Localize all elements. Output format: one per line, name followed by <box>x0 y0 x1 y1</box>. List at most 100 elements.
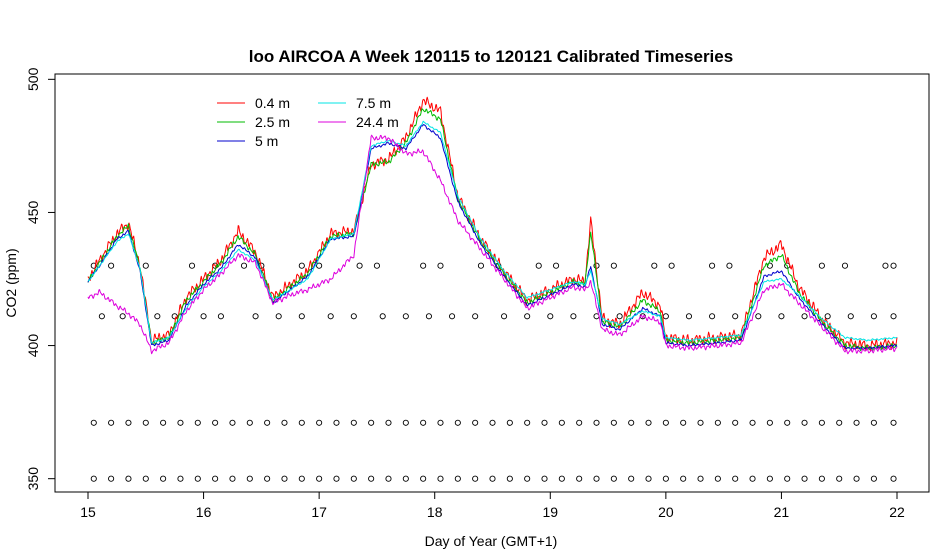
legend-label: 5 m <box>255 133 278 149</box>
marker-point <box>246 419 253 426</box>
marker-point <box>98 313 105 320</box>
marker-point <box>610 475 617 482</box>
marker-point <box>553 262 560 269</box>
marker-point <box>90 262 97 269</box>
x-tick-label: 22 <box>889 504 905 520</box>
x-tick-label: 15 <box>80 504 96 520</box>
marker-point <box>160 475 167 482</box>
marker-point <box>298 419 305 426</box>
marker-point <box>200 313 207 320</box>
marker-point <box>853 475 860 482</box>
marker-point <box>870 475 877 482</box>
marker-point <box>576 419 583 426</box>
marker-point <box>402 419 409 426</box>
marker-point <box>890 313 897 320</box>
marker-point <box>610 262 617 269</box>
marker-point <box>350 475 357 482</box>
marker-point <box>697 419 704 426</box>
marker-point <box>524 419 531 426</box>
legend-label: 2.5 m <box>255 114 290 130</box>
y-tick-label: 350 <box>25 467 41 491</box>
marker-point <box>350 313 357 320</box>
marker-point <box>680 475 687 482</box>
marker-point <box>535 262 542 269</box>
marker-point <box>870 313 877 320</box>
marker-point <box>778 313 785 320</box>
marker-point <box>732 419 739 426</box>
marker-point <box>784 419 791 426</box>
marker-point <box>749 475 756 482</box>
marker-point <box>506 475 513 482</box>
marker-point <box>316 475 323 482</box>
marker-point <box>229 475 236 482</box>
marker-point <box>697 475 704 482</box>
marker-point <box>709 262 716 269</box>
marker-point <box>281 419 288 426</box>
chart-title: loo AIRCOA A Week 120115 to 120121 Calib… <box>249 47 733 66</box>
marker-point <box>425 313 432 320</box>
marker-rows <box>90 262 897 482</box>
marker-point <box>108 262 115 269</box>
marker-point <box>194 419 201 426</box>
marker-point <box>610 419 617 426</box>
marker-point <box>368 475 375 482</box>
marker-point <box>316 262 323 269</box>
marker-point <box>90 419 97 426</box>
x-axis-label: Day of Year (GMT+1) <box>425 533 558 549</box>
marker-point <box>333 475 340 482</box>
marker-point <box>714 419 721 426</box>
marker-point <box>154 313 161 320</box>
x-tick-label: 19 <box>542 504 558 520</box>
marker-point <box>142 419 149 426</box>
marker-point <box>385 419 392 426</box>
marker-point <box>853 419 860 426</box>
marker-point <box>298 313 305 320</box>
plot-frame <box>54 73 930 493</box>
series-line-4 <box>87 134 898 355</box>
marker-point <box>836 475 843 482</box>
marker-point <box>662 419 669 426</box>
legend-label: 7.5 m <box>356 95 391 111</box>
marker-point <box>402 475 409 482</box>
marker-point <box>264 475 271 482</box>
marker-point <box>732 313 739 320</box>
marker-point <box>524 475 531 482</box>
legend-label: 0.4 m <box>255 95 290 111</box>
x-tick-label: 18 <box>427 504 443 520</box>
marker-point <box>824 313 831 320</box>
marker-point <box>298 475 305 482</box>
marker-point <box>368 419 375 426</box>
x-tick-label: 21 <box>774 504 790 520</box>
marker-point <box>541 475 548 482</box>
marker-point <box>890 475 897 482</box>
marker-point <box>385 475 392 482</box>
marker-point <box>142 475 149 482</box>
marker-point <box>714 475 721 482</box>
marker-point <box>177 475 184 482</box>
marker-point <box>402 313 409 320</box>
marker-point <box>755 313 762 320</box>
y-tick-label: 500 <box>25 67 41 91</box>
marker-point <box>847 313 854 320</box>
marker-point <box>90 475 97 482</box>
marker-point <box>732 475 739 482</box>
marker-point <box>142 262 149 269</box>
marker-point <box>327 313 334 320</box>
marker-point <box>108 475 115 482</box>
marker-point <box>836 419 843 426</box>
legend: 0.4 m 2.5 m 5 m 7.5 m 24.4 m <box>217 95 399 149</box>
marker-point <box>119 313 126 320</box>
marker-point <box>784 475 791 482</box>
marker-point <box>350 419 357 426</box>
marker-point <box>506 419 513 426</box>
marker-point <box>477 262 484 269</box>
series-line-0 <box>87 96 898 351</box>
marker-point <box>541 419 548 426</box>
marker-point <box>188 262 196 269</box>
x-tick-label: 16 <box>196 504 212 520</box>
marker-point <box>818 475 825 482</box>
marker-point <box>680 419 687 426</box>
marker-point <box>264 419 271 426</box>
marker-point <box>628 475 635 482</box>
marker-point <box>801 475 808 482</box>
